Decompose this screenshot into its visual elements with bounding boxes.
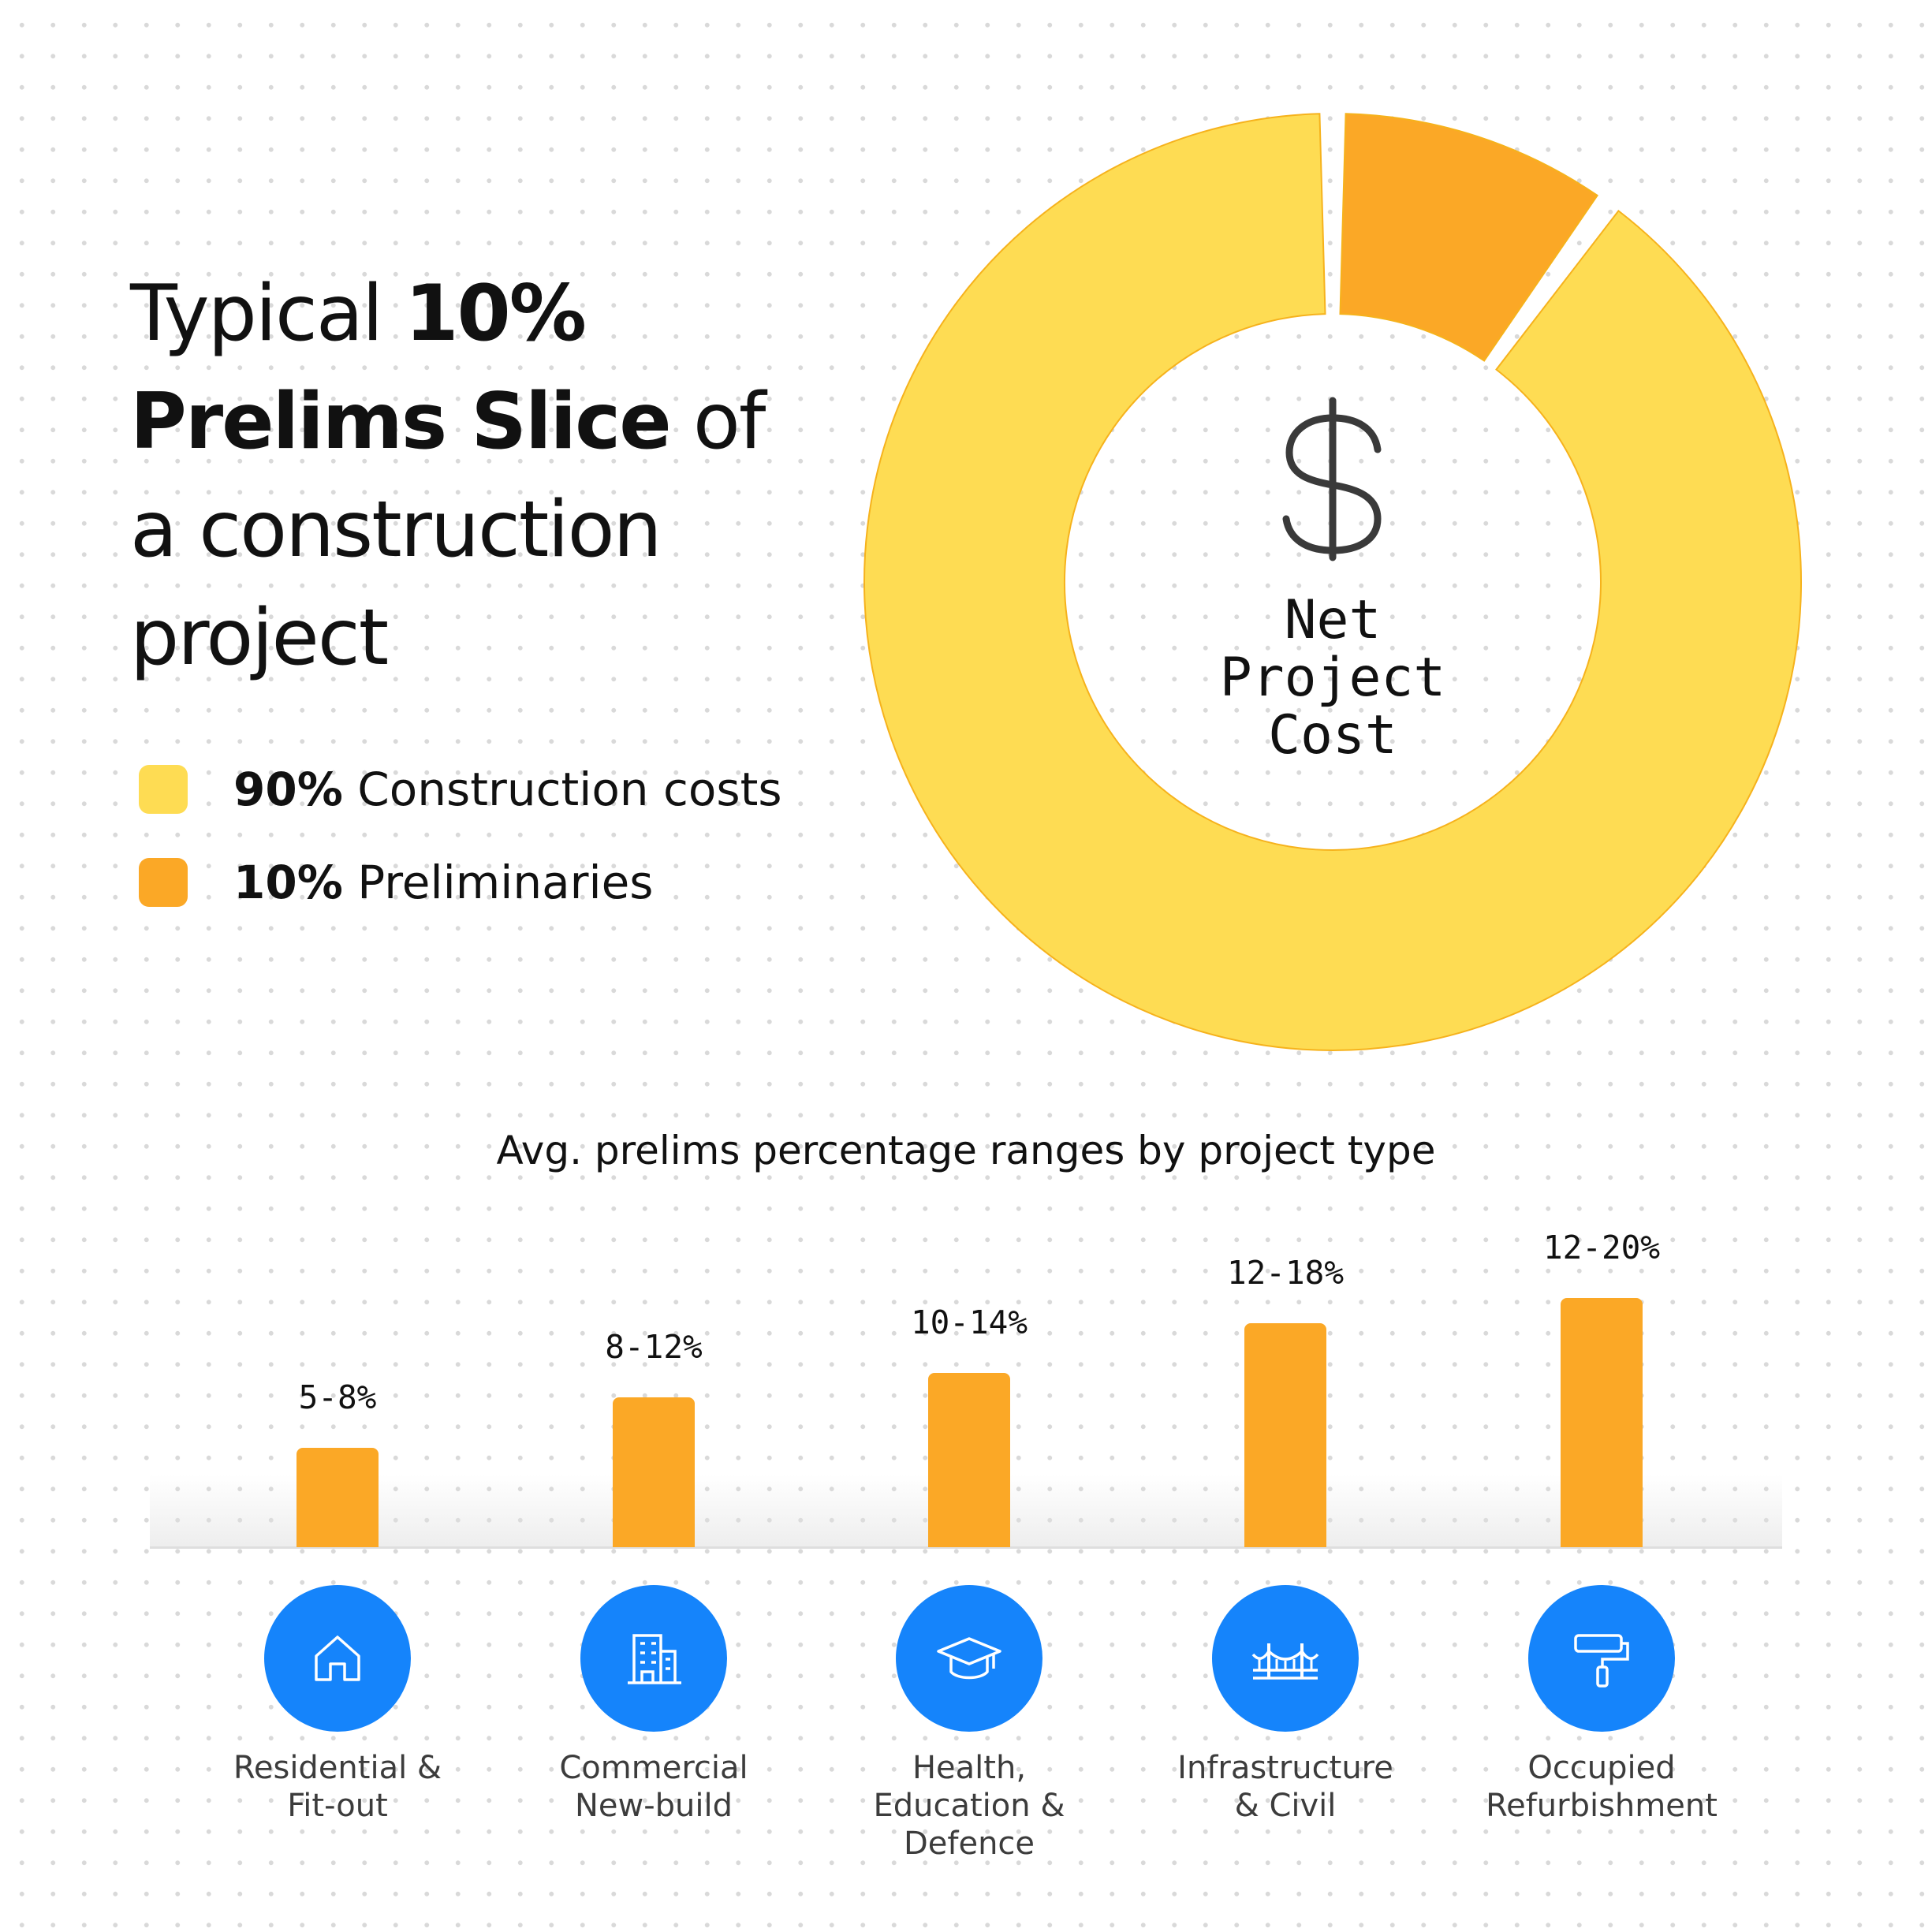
category-label: Commercial New-build — [496, 1749, 811, 1825]
dollar-icon — [1282, 397, 1382, 561]
title-text: of — [669, 377, 766, 467]
category-label-line: Commercial — [559, 1750, 748, 1786]
category-label-line: & Civil — [1234, 1788, 1337, 1824]
bar-value-label: 12-18% — [1226, 1253, 1345, 1292]
category-label-line: Occupied — [1527, 1750, 1676, 1786]
category-label-line: Defence — [903, 1826, 1035, 1862]
center-label-line: Project — [1219, 647, 1446, 709]
bar — [1244, 1322, 1326, 1547]
category-label-line: New-build — [574, 1788, 733, 1824]
legend-swatch-preliminaries — [139, 858, 188, 907]
legend-text: Construction costs — [342, 763, 782, 816]
title-text: project — [130, 593, 389, 683]
legend-percent: 10% — [233, 856, 343, 909]
category-label-line: Health, — [912, 1750, 1027, 1786]
title-text: Typical — [130, 269, 405, 359]
office-building-icon — [580, 1585, 727, 1732]
bar — [613, 1397, 695, 1547]
category-label-line: Refurbishment — [1486, 1788, 1718, 1824]
category-label: Infrastructure & Civil — [1128, 1749, 1443, 1825]
legend-text: Preliminaries — [342, 856, 654, 909]
bar — [1561, 1298, 1643, 1547]
legend-percent: 90% — [233, 763, 343, 816]
category-label-line: Fit-out — [287, 1788, 388, 1824]
bar-value-label: 12-20% — [1542, 1229, 1661, 1266]
title-highlight-slice: Prelims Slice — [130, 377, 672, 467]
center-label-line: Net — [1284, 589, 1382, 651]
donut-center-label: Net Project Cost — [1136, 591, 1530, 764]
donut-chart — [863, 113, 1802, 1051]
center-label-line: Cost — [1268, 704, 1397, 766]
legend-swatch-construction — [139, 765, 188, 814]
legend-label: 90% Construction costs — [233, 761, 782, 818]
donut-slice-construction-costs — [863, 113, 1802, 1051]
bar-value-label: 5-8% — [298, 1378, 377, 1416]
paint-roller-icon — [1528, 1585, 1675, 1732]
bar-value-label: 10-14% — [910, 1303, 1028, 1341]
bridge-icon — [1212, 1585, 1359, 1732]
title-text: a construction — [130, 485, 662, 575]
bar-value-label: 8-12% — [605, 1328, 703, 1367]
category-label: Residential & Fit-out — [180, 1749, 495, 1825]
category-label: Health, Education & Defence — [811, 1749, 1127, 1863]
bar — [928, 1372, 1010, 1547]
donut-slice-preliminaries — [1339, 113, 1598, 362]
page-title: Typical 10% Prelims Slice of a construct… — [130, 260, 840, 692]
bar — [297, 1447, 379, 1547]
baseline — [150, 1546, 1782, 1549]
bar-chart-title: Avg. prelims percentage ranges by projec… — [496, 1128, 1436, 1173]
graduation-cap-icon — [896, 1585, 1042, 1732]
title-highlight-percent: 10% — [405, 269, 587, 359]
category-label-line: Residential & — [233, 1750, 442, 1786]
legend-label: 10% Preliminaries — [233, 854, 653, 911]
category-label-line: Infrastructure — [1177, 1750, 1393, 1786]
category-label-line: Education & — [873, 1788, 1065, 1824]
category-label: Occupied Refurbishment — [1444, 1749, 1759, 1825]
house-icon — [264, 1585, 411, 1732]
